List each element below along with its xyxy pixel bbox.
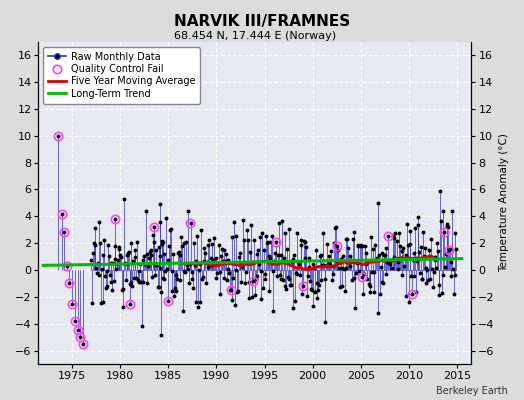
Title: 68.454 N, 17.444 E (Norway): 68.454 N, 17.444 E (Norway): [174, 31, 336, 41]
Text: NARVIK III/FRAMNES: NARVIK III/FRAMNES: [174, 14, 350, 29]
Text: Berkeley Earth: Berkeley Earth: [436, 386, 508, 396]
Y-axis label: Temperature Anomaly (°C): Temperature Anomaly (°C): [499, 134, 509, 272]
Legend: Raw Monthly Data, Quality Control Fail, Five Year Moving Average, Long-Term Tren: Raw Monthly Data, Quality Control Fail, …: [43, 47, 200, 104]
